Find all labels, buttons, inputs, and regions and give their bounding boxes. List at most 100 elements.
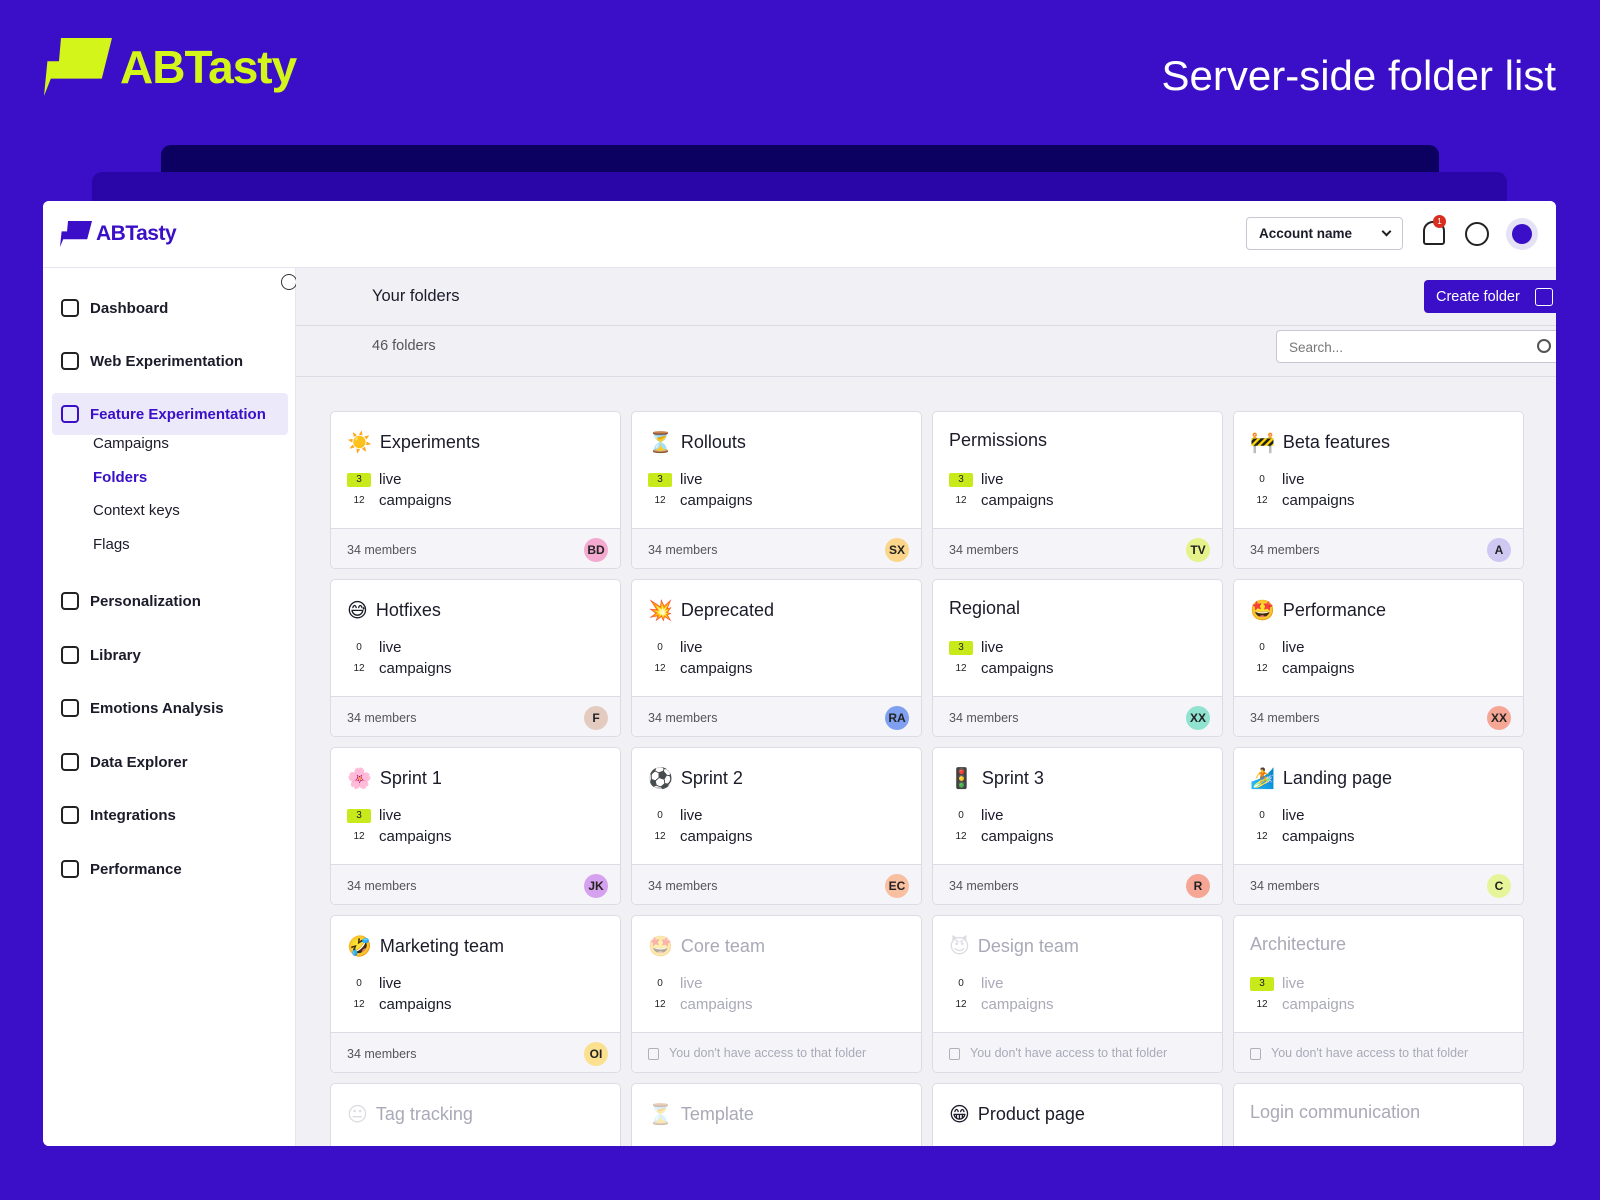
search-input[interactable]: Search... (1276, 330, 1556, 363)
card-footer: 34 members RA (632, 696, 921, 736)
folder-card[interactable]: Permissions 3 live 12 campaigns 34 members TV (932, 411, 1223, 569)
top-bar: ABTasty Account name 1 (43, 201, 1556, 268)
plus-icon (1535, 287, 1553, 306)
locked-text: You don't have access to that folder (970, 1046, 1168, 1060)
app-window: ABTasty Account name 1 Dashboard Web Experi… (43, 201, 1556, 1146)
folder-card[interactable]: ⚽ Sprint 2 0 live 12 campaigns 34 members EC (631, 747, 922, 905)
create-folder-button[interactable]: Create folder (1424, 280, 1556, 313)
folder-icon: 🚦 (949, 766, 974, 790)
sub-nav-item[interactable]: Folders (93, 468, 148, 486)
live-row: 0 live (347, 639, 401, 656)
folder-icon: 🤩 (1250, 598, 1275, 622)
campaigns-count: 12 (654, 831, 666, 842)
live-count: 0 (1259, 810, 1265, 821)
campaigns-label: campaigns (981, 492, 1054, 509)
folder-icon: 🤩 (648, 934, 673, 958)
live-row: 0 live (1250, 471, 1304, 488)
profile-button[interactable] (1506, 218, 1538, 250)
campaigns-label: campaigns (981, 660, 1054, 677)
nav-item[interactable]: Data Explorer (52, 741, 288, 783)
folder-title: 🤩 Performance (1250, 598, 1386, 622)
live-row: 0 live (347, 975, 401, 992)
folder-card[interactable]: 💥 Deprecated 0 live 12 campaigns 34 members RA (631, 579, 922, 737)
owner-avatar: RA (885, 706, 909, 730)
nav-item[interactable]: Emotions Analysis (52, 687, 288, 729)
notifications-button[interactable]: 1 (1423, 215, 1446, 245)
folder-card[interactable]: Regional 3 live 12 campaigns 34 members XX (932, 579, 1223, 737)
nav-item[interactable]: Library (52, 634, 288, 676)
campaigns-row: 12 campaigns (347, 660, 451, 677)
owner-avatar: SX (885, 538, 909, 562)
live-label: live (680, 807, 703, 824)
nav-item[interactable]: Feature Experimentation (52, 393, 288, 435)
nav-item[interactable]: Web Experimentation (52, 340, 288, 382)
campaigns-label: campaigns (981, 996, 1054, 1013)
folder-card[interactable]: 😅 Hotfixes 0 live 12 campaigns 34 members F (330, 579, 621, 737)
folder-name: Product page (977, 1103, 1085, 1124)
locked-message: You don't have access to that folder (648, 1046, 866, 1060)
owner-avatar: EC (885, 874, 909, 898)
folder-card[interactable]: ☀️ Experiments 3 live 12 campaigns 34 members B… (330, 411, 621, 569)
logo-mark (60, 221, 92, 247)
folder-card[interactable]: 🏄 Landing page 0 live 12 campaigns 34 members C (1233, 747, 1524, 905)
folder-card[interactable]: 😁 Product page (932, 1083, 1223, 1146)
live-label: live (981, 471, 1004, 488)
folder-name: Sprint 3 (981, 767, 1044, 788)
nav-icon (61, 592, 79, 610)
nav-item[interactable]: Integrations (52, 794, 288, 836)
owner-avatar: A (1487, 538, 1511, 562)
card-footer: 34 members XX (1234, 696, 1523, 736)
folder-name: Sprint 1 (379, 767, 442, 788)
account-select[interactable]: Account name (1246, 217, 1403, 250)
folder-title: Permissions (949, 430, 1047, 451)
folder-icon: ⏳ (648, 430, 673, 454)
folder-title: Architecture (1250, 934, 1346, 955)
nav-item[interactable]: Performance (52, 848, 288, 890)
folder-card[interactable]: ⏳ Rollouts 3 live 12 campaigns 34 members SX (631, 411, 922, 569)
folder-card[interactable]: 🚦 Sprint 3 0 live 12 campaigns 34 members R (932, 747, 1223, 905)
folder-card[interactable]: 🤣 Marketing team 0 live 12 campaigns 34 member… (330, 915, 621, 1073)
nav-icon (61, 699, 79, 717)
app-brand: ABTasty (96, 222, 177, 245)
folder-card[interactable]: 🚧 Beta features 0 live 12 campaigns 34 members… (1233, 411, 1524, 569)
folder-icon: 😐 (347, 1102, 368, 1126)
sub-nav-item[interactable]: Campaigns (93, 435, 169, 452)
live-row: 3 live (648, 471, 703, 488)
app-logo[interactable]: ABTasty (60, 221, 177, 247)
folder-title: Login communication (1250, 1102, 1420, 1123)
main-content: Your folders Create folder 46 folders Searc… (296, 268, 1556, 1146)
sub-nav-item[interactable]: Flags (93, 535, 130, 553)
live-row: 0 live (1250, 807, 1304, 824)
folder-card[interactable]: 🤩 Performance 0 live 12 campaigns 34 members XX (1233, 579, 1524, 737)
members-count: 34 members (949, 543, 1019, 557)
folder-title: 😅 Hotfixes (347, 598, 441, 622)
sub-nav-item[interactable]: Context keys (93, 502, 180, 519)
campaigns-label: campaigns (379, 996, 452, 1013)
campaigns-label: campaigns (1282, 996, 1355, 1013)
page-heading: Server-side folder list (1161, 52, 1556, 99)
brand-logo: ABTasty (44, 38, 297, 96)
folder-title: 😐 Tag tracking (347, 1102, 473, 1126)
campaigns-label: campaigns (1282, 492, 1355, 509)
owner-avatar: XX (1186, 706, 1210, 730)
members-count: 34 members (1250, 879, 1320, 893)
nav-item[interactable]: Dashboard (52, 287, 288, 329)
chevron (1381, 226, 1392, 237)
notification-badge: 1 (1433, 215, 1446, 228)
campaigns-row: 12 campaigns (347, 828, 451, 845)
members-count: 34 members (949, 711, 1019, 725)
campaigns-row: 12 campaigns (1250, 828, 1354, 845)
nav-icon (61, 806, 79, 824)
folder-card[interactable]: 🌸 Sprint 1 3 live 12 campaigns 34 members JK (330, 747, 621, 905)
folder-name: Performance (1282, 599, 1386, 620)
nav-item[interactable]: Personalization (52, 580, 288, 622)
live-count: 3 (347, 472, 371, 487)
campaigns-count: 12 (1256, 495, 1268, 506)
members-count: 34 members (648, 879, 718, 893)
folder-title: ⏳ Rollouts (648, 430, 746, 454)
help-button[interactable] (1465, 222, 1489, 246)
campaigns-count: 12 (353, 663, 365, 674)
nav-icon (61, 352, 79, 370)
folder-icon: ☀️ (347, 430, 372, 454)
folder-title: ⚽ Sprint 2 (648, 766, 743, 790)
